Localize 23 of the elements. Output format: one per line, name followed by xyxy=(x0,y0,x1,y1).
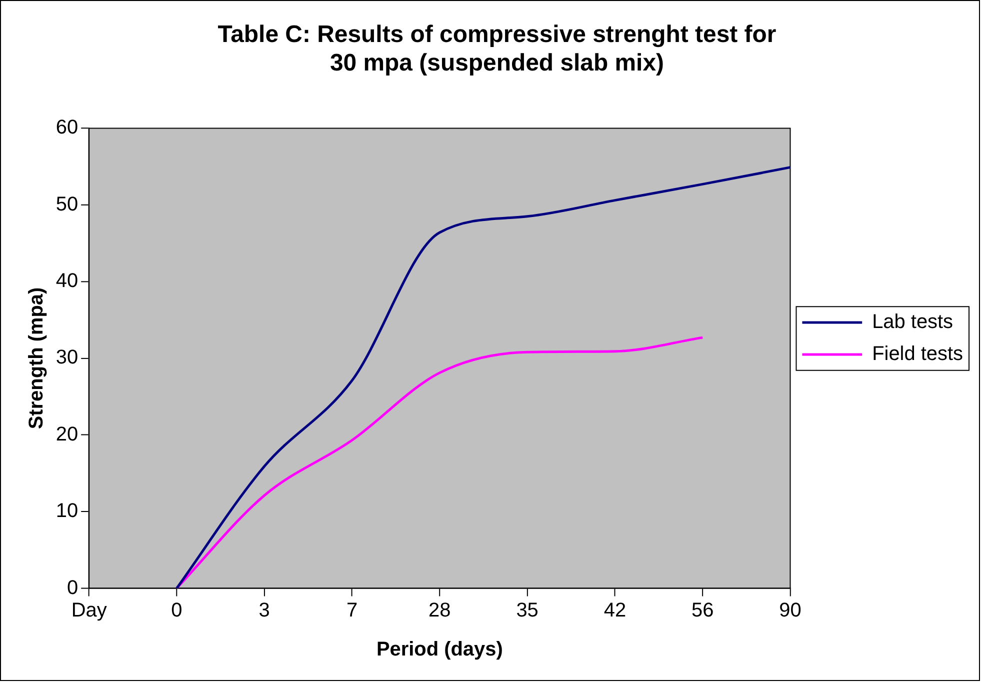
x-tick-label: 42 xyxy=(604,600,626,622)
x-tick-label: 0 xyxy=(171,600,182,622)
text: Table C: Results of compressive strenght test for xyxy=(218,20,776,48)
x-tick-label: Day xyxy=(71,600,107,622)
x-axis-title: Period (days) xyxy=(376,638,503,661)
x-tick-label: 56 xyxy=(692,600,714,622)
line-series xyxy=(175,166,792,588)
y-tick-label: 30 xyxy=(56,346,78,369)
x-tick-label: 90 xyxy=(779,600,802,622)
y-tick-label: 10 xyxy=(56,500,78,522)
y-tick-label: 0 xyxy=(66,576,78,599)
y-axis-title: Strength (mpa) xyxy=(25,287,48,430)
y-tick-label: 40 xyxy=(56,270,78,292)
y-tick-label: 20 xyxy=(56,423,78,446)
legend-label: Field tests xyxy=(872,342,964,365)
x-tick-label: 28 xyxy=(428,600,451,622)
x-tick-label: 35 xyxy=(516,600,538,622)
text: 30 mpa (suspended slab mix) xyxy=(330,50,664,77)
y-tick-label: 50 xyxy=(56,193,78,216)
y-tick-label: 60 xyxy=(56,116,78,139)
x-tick-label: 7 xyxy=(346,600,358,622)
legend-label: Lab tests xyxy=(872,311,954,334)
x-tick-label: 3 xyxy=(258,600,270,622)
